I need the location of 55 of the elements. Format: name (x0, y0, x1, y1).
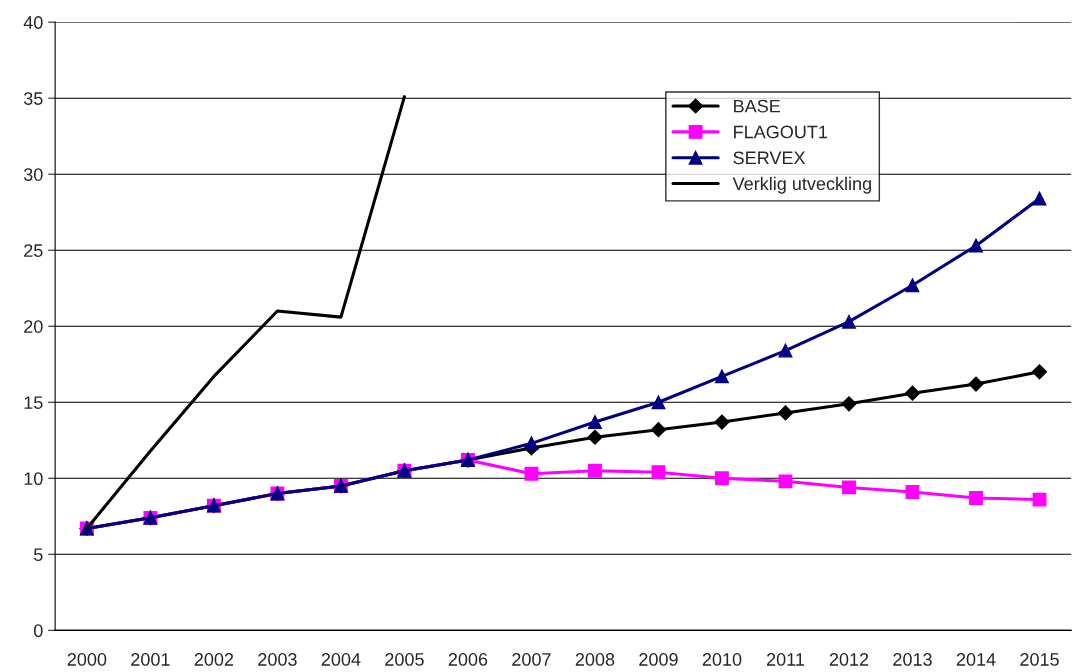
point (969, 238, 983, 253)
point (778, 343, 793, 358)
point (905, 485, 920, 499)
x-tick-label: 2006 (448, 653, 488, 666)
point (651, 465, 666, 480)
x-tick-label: 2010 (702, 653, 742, 666)
x-tick-label: 2008 (575, 653, 615, 666)
y-tick-label: 10 (24, 472, 43, 486)
point (587, 429, 603, 445)
point (650, 422, 667, 438)
x-tick-label: 2003 (258, 653, 297, 666)
y-tick-label: 15 (24, 396, 43, 409)
point (842, 480, 856, 495)
x-tick-label: 2011 (766, 653, 805, 666)
point (524, 436, 539, 451)
y-tick-label: 40 (23, 16, 43, 29)
y-tick-label: 20 (24, 320, 43, 333)
x-tick-label: 2013 (893, 653, 932, 666)
x-tick-label: 2001 (131, 653, 170, 666)
x-tick-label: 2012 (829, 653, 869, 666)
point (715, 471, 729, 486)
point (524, 466, 539, 481)
point (777, 405, 794, 421)
x-tick-label: 2014 (956, 653, 996, 666)
point (588, 415, 602, 429)
point (651, 395, 666, 410)
x-tick-label: 2007 (512, 653, 551, 666)
x-tick-label: 2005 (385, 653, 424, 666)
y-tick-label: 30 (23, 168, 43, 181)
legend-label: FLAGOUT1 (734, 125, 828, 139)
legend-label: SERVEX (733, 151, 806, 165)
x-tick-label: 2015 (1020, 653, 1059, 666)
y-tick-label: 0 (33, 624, 43, 638)
point (588, 463, 602, 478)
legend-label: BASE (734, 99, 781, 113)
y-tick-label: 25 (24, 244, 43, 257)
x-tick-label: 2002 (194, 653, 234, 666)
legend-label: Verklig utveckling (732, 176, 871, 194)
point (1032, 492, 1047, 507)
x-tick-label: 2000 (67, 653, 107, 666)
point (841, 396, 857, 412)
point (715, 369, 729, 384)
point (842, 314, 856, 329)
point (969, 491, 983, 506)
point (968, 376, 984, 392)
point (778, 474, 793, 489)
point (904, 385, 921, 401)
point (1032, 191, 1047, 206)
x-tick-label: 2004 (321, 653, 361, 666)
point (905, 278, 920, 293)
y-tick-label: 35 (23, 92, 43, 105)
point (714, 414, 730, 430)
y-tick-label: 5 (34, 548, 43, 562)
x-tick-label: 2009 (639, 653, 678, 666)
point (1031, 364, 1048, 380)
